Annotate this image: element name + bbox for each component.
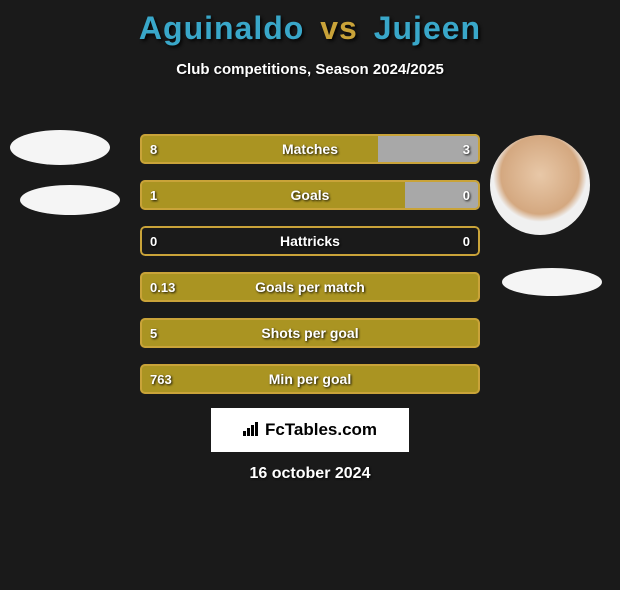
player1-badge-shape xyxy=(20,185,120,215)
bar-fill-left xyxy=(140,180,405,210)
logo-text: FcTables.com xyxy=(265,420,377,440)
comparison-title: Aguinaldo vs Jujeen xyxy=(0,10,620,47)
bar-fill-left xyxy=(140,134,378,164)
player2-name: Jujeen xyxy=(374,10,481,46)
site-logo: FcTables.com xyxy=(211,408,409,452)
stat-row: Shots per goal5 xyxy=(140,318,480,348)
stat-value-right: 0 xyxy=(463,226,470,256)
stat-label: Hattricks xyxy=(140,226,480,256)
stat-row: Hattricks0 0 xyxy=(140,226,480,256)
bar-border xyxy=(140,226,480,256)
vs-text: vs xyxy=(320,10,358,46)
bar-fill-right xyxy=(378,134,480,164)
stat-row: Matches83 xyxy=(140,134,480,164)
stat-row: Min per goal763 xyxy=(140,364,480,394)
player2-badge-shape xyxy=(502,268,602,296)
bar-fill-left xyxy=(140,364,480,394)
stats-bars: Matches83 Goals10 Hattricks0 0 Goals per mat… xyxy=(140,134,480,410)
stat-value-left: 0 xyxy=(150,226,157,256)
player1-name: Aguinaldo xyxy=(139,10,304,46)
stat-row: Goals per match0.13 xyxy=(140,272,480,302)
date-text: 16 october 2024 xyxy=(0,465,620,483)
player1-avatar-shape xyxy=(10,130,110,165)
bar-fill-left xyxy=(140,318,480,348)
chart-icon xyxy=(243,422,261,439)
bar-fill-right xyxy=(405,180,480,210)
subtitle: Club competitions, Season 2024/2025 xyxy=(0,61,620,78)
bar-fill-left xyxy=(140,272,480,302)
stat-row: Goals10 xyxy=(140,180,480,210)
player2-avatar xyxy=(490,135,590,235)
